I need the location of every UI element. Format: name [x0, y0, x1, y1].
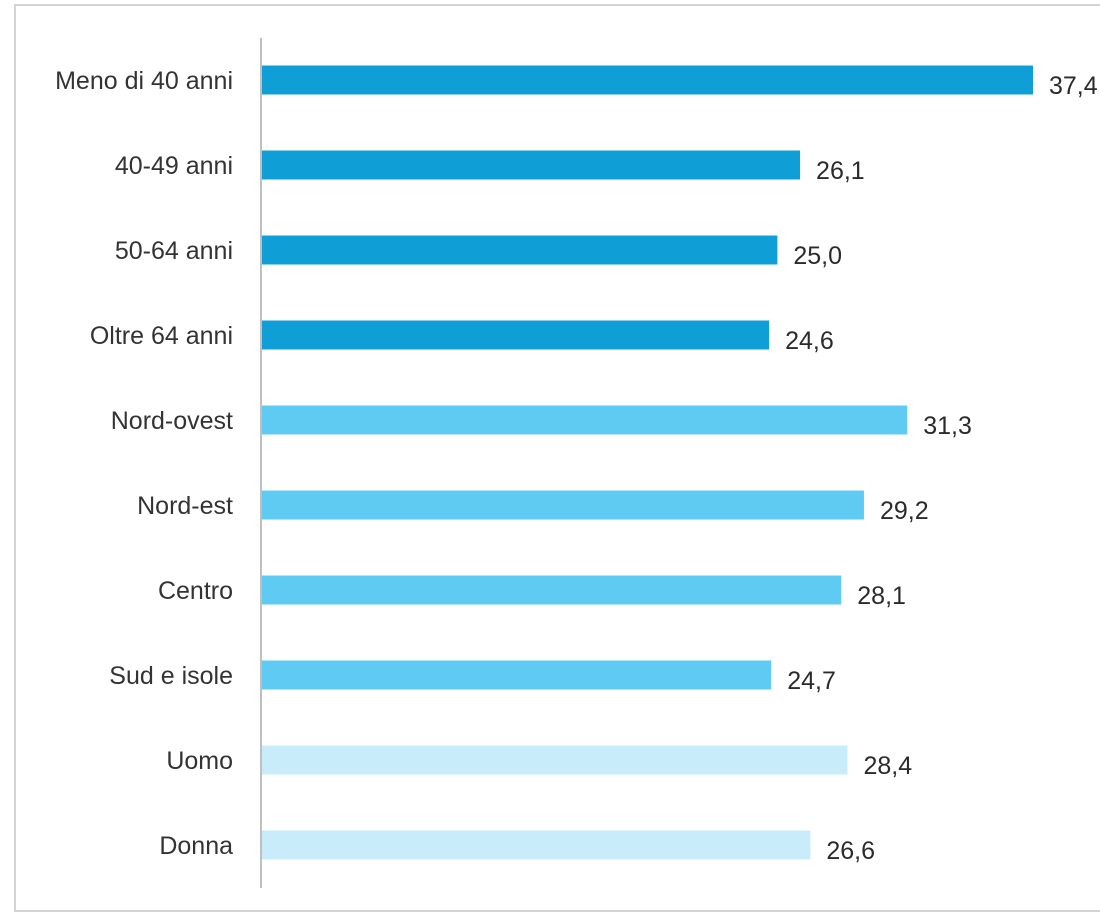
bar-8: [262, 660, 772, 690]
bar-10: [262, 830, 811, 860]
category-label-4: Oltre 64 anni: [90, 322, 233, 350]
value-label-9: 28,4: [863, 752, 912, 780]
bar-6: [262, 490, 864, 520]
value-label-8: 24,7: [787, 667, 836, 695]
bar-9: [262, 745, 848, 775]
value-label-2: 26,1: [816, 157, 865, 185]
bars-group: [262, 65, 1033, 860]
category-label-1: Meno di 40 anni: [55, 67, 233, 95]
category-label-2: 40-49 anni: [115, 152, 233, 180]
category-label-7: Centro: [158, 577, 233, 605]
bar-3: [262, 235, 778, 265]
value-label-1: 37,4: [1049, 72, 1098, 100]
category-label-5: Nord-ovest: [111, 407, 233, 435]
bar-5: [262, 405, 908, 435]
category-labels-group: Meno di 40 anni 40-49 anni 50-64 anni Oltre…: [55, 67, 233, 860]
bar-7: [262, 575, 842, 605]
category-label-3: 50-64 anni: [115, 237, 233, 265]
value-label-7: 28,1: [857, 582, 906, 610]
value-label-3: 25,0: [793, 242, 842, 270]
value-label-6: 29,2: [880, 497, 929, 525]
value-labels-group: 37,4 26,1 25,0 24,6 31,3 29,2 28,1 24,7 28,4 26,6: [785, 72, 1098, 865]
value-label-4: 24,6: [785, 327, 834, 355]
bar-4: [262, 320, 770, 350]
bar-1: [262, 65, 1033, 95]
value-label-10: 26,6: [826, 837, 875, 865]
category-label-10: Donna: [159, 832, 233, 860]
category-label-9: Uomo: [166, 747, 233, 775]
category-label-6: Nord-est: [137, 492, 233, 520]
value-label-5: 31,3: [923, 412, 972, 440]
bar-2: [262, 150, 801, 180]
category-label-8: Sud e isole: [109, 662, 233, 690]
